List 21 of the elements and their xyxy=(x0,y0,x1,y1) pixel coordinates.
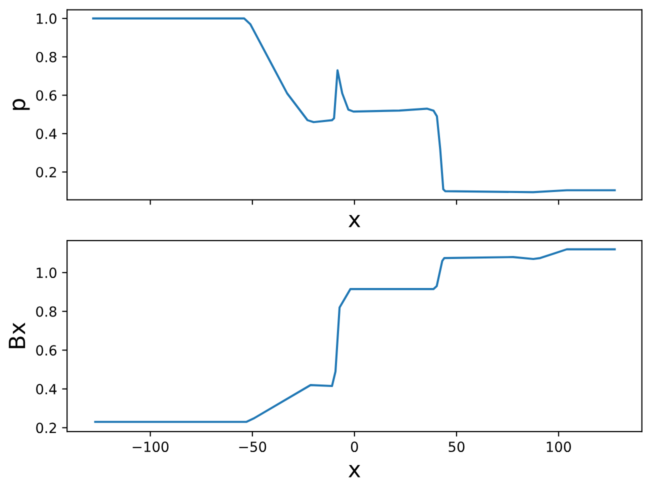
x-tick-label: −50 xyxy=(239,442,266,452)
line-series xyxy=(94,248,616,423)
y-tick-label: 0.8 xyxy=(36,306,56,317)
y-tick-label: 0.2 xyxy=(36,422,56,434)
y-tick-label: 1.0 xyxy=(36,268,56,278)
y-tick-label: 0.4 xyxy=(36,128,57,140)
x-axis-title: x xyxy=(348,465,360,478)
x-tick-label: 50 xyxy=(448,442,464,452)
y-tick-label: 0.8 xyxy=(36,52,56,62)
y-axis-title: p xyxy=(12,98,30,110)
x-axis-title: x xyxy=(348,214,360,228)
y-tick-label: 1.0 xyxy=(36,13,56,24)
y-tick-label: 0.6 xyxy=(36,345,56,356)
y-tick-label: 0.4 xyxy=(36,384,57,394)
y-tick-label: 0.6 xyxy=(36,90,56,101)
x-tick-label: 0 xyxy=(350,442,358,452)
y-tick-label: 0.2 xyxy=(36,166,56,178)
y-axis-title: Bx xyxy=(8,322,26,348)
x-tick-label: 100 xyxy=(546,442,571,452)
line-series xyxy=(92,17,616,194)
x-tick-label: −100 xyxy=(132,442,168,452)
